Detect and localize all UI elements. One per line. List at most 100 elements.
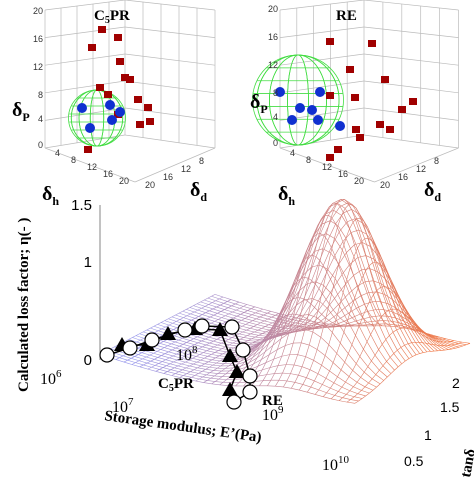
mesh-line (190, 346, 199, 350)
mesh-line (174, 339, 179, 343)
mesh-line (173, 361, 182, 365)
mesh-line (334, 395, 343, 398)
mesh-line (417, 332, 427, 344)
mesh-line (203, 352, 212, 355)
mesh-line (265, 354, 270, 363)
mesh-line (171, 375, 180, 378)
mesh-line (323, 265, 328, 273)
mesh-line (251, 306, 255, 309)
mesh-line (221, 368, 226, 372)
mesh-line (294, 382, 303, 385)
mesh-line (205, 369, 214, 371)
mesh-line (240, 362, 250, 367)
mesh-line (398, 297, 403, 304)
mesh-line (382, 320, 387, 325)
mesh-line (325, 370, 330, 379)
label-sub: P (22, 110, 29, 124)
label-part: δ (250, 91, 260, 113)
mesh-line (178, 312, 188, 317)
mesh-line (312, 331, 321, 338)
mesh-line (246, 304, 255, 308)
mesh-line (138, 354, 147, 358)
mesh-line (326, 392, 335, 396)
mesh-line (266, 373, 275, 375)
mesh-line (164, 345, 168, 348)
mesh-line (162, 367, 172, 370)
mesh-line (175, 312, 180, 316)
mesh-line (252, 318, 257, 321)
mesh-line (243, 304, 248, 307)
mesh-line (217, 370, 222, 374)
mesh-line (435, 340, 445, 346)
d-tick-label: 8 (199, 156, 204, 166)
mesh-line (302, 316, 307, 319)
mesh-line (257, 362, 266, 367)
mesh-line (296, 327, 305, 329)
tick-exp: 8 (192, 344, 198, 356)
mesh-line (160, 322, 170, 326)
mesh-line (283, 325, 292, 334)
mesh-line (328, 332, 333, 345)
mesh-line (212, 300, 216, 303)
mesh-line (372, 261, 377, 264)
mesh-line (202, 312, 206, 315)
mesh-line (305, 243, 310, 252)
mesh-line (333, 274, 343, 287)
mesh-line (158, 363, 167, 366)
mesh-line (310, 320, 319, 323)
mesh-line (399, 328, 409, 344)
mesh-line (331, 217, 336, 224)
mesh-line (372, 386, 377, 391)
mesh-line (257, 328, 262, 331)
mesh-line (364, 371, 373, 380)
mesh-line (136, 339, 141, 343)
mesh-line (214, 373, 219, 377)
label-part: δ (12, 99, 22, 121)
h-tick-label: 12 (87, 162, 97, 172)
mesh-line (370, 327, 375, 335)
mesh-line (380, 283, 385, 295)
mesh-line (354, 393, 359, 397)
mesh-line (222, 373, 227, 377)
marker-circle (194, 318, 210, 334)
mesh-line (179, 375, 184, 378)
mesh-line (200, 357, 205, 361)
mesh-line (247, 335, 256, 338)
mesh-line (174, 335, 183, 339)
mesh-line (342, 292, 352, 310)
mesh-line (205, 312, 214, 316)
annotation: RE (262, 393, 283, 409)
mesh-line (367, 360, 372, 367)
mesh-line (315, 265, 324, 285)
mesh-line (332, 318, 341, 323)
mesh-line (380, 301, 385, 310)
mesh-line (290, 382, 296, 389)
mesh-line (443, 345, 453, 350)
mesh-line (243, 337, 252, 340)
mesh-line (306, 369, 311, 378)
mesh-line (158, 328, 163, 332)
mesh-line (248, 343, 257, 345)
mesh-line (261, 362, 267, 371)
mesh-line (277, 318, 282, 322)
mesh-line (337, 376, 346, 383)
mesh-line (231, 337, 241, 340)
mesh-line (344, 204, 349, 209)
data-point (146, 118, 154, 125)
mesh-line (222, 321, 227, 324)
mesh-line (390, 279, 395, 287)
mesh-line (362, 395, 366, 399)
mesh-line (409, 314, 414, 321)
data-point (105, 100, 115, 110)
mesh-line (188, 359, 197, 363)
z-tick-label: 12 (33, 62, 43, 72)
mesh-line (443, 341, 452, 346)
mesh-line (280, 333, 290, 339)
mesh-line (213, 339, 218, 342)
mesh-line (186, 371, 191, 374)
mesh-line (292, 327, 297, 330)
mesh-line (348, 344, 353, 354)
mesh-line (249, 326, 254, 329)
mesh-line (182, 342, 187, 345)
mesh-line (256, 341, 265, 345)
